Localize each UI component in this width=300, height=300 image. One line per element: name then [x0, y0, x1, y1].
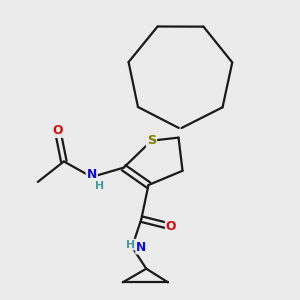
Text: N: N	[136, 241, 146, 254]
Text: H: H	[126, 239, 135, 250]
Text: H: H	[95, 181, 104, 190]
Text: N: N	[87, 168, 97, 181]
Text: S: S	[147, 134, 156, 147]
Text: O: O	[52, 124, 63, 137]
Text: O: O	[166, 220, 176, 233]
